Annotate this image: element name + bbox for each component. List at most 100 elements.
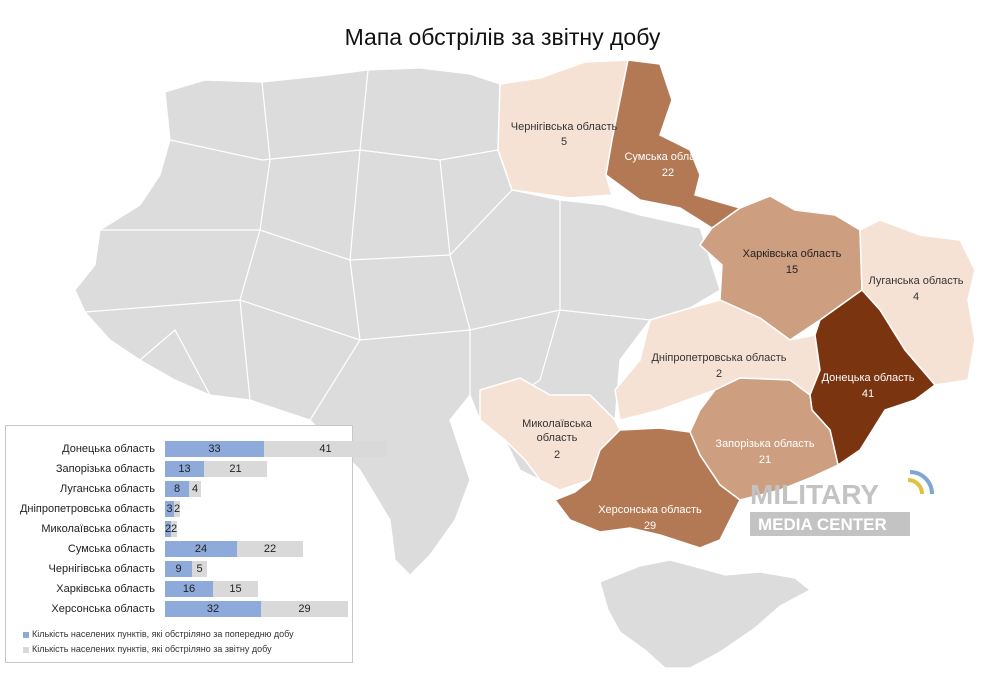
- map-label-value: 22: [662, 167, 674, 179]
- logo-line2: MEDIA CENTER: [758, 515, 887, 534]
- bar-row: Чернігівська область 9 5: [6, 560, 352, 578]
- map-label-name: Запорізька область: [715, 438, 814, 450]
- internal-borders: [84, 69, 651, 421]
- map-label-value: 5: [561, 136, 567, 148]
- map-label-mykolaiv: Миколаївська область 2: [522, 418, 593, 461]
- bar-cur: [213, 581, 258, 597]
- bar-prev: [165, 561, 192, 577]
- bar-prev: [165, 541, 237, 557]
- category-label: Харківська область: [56, 583, 155, 595]
- region-crimea: [599, 559, 812, 669]
- category-label: Сумська область: [67, 543, 155, 555]
- category-label: Чернігівська область: [48, 563, 155, 575]
- map-label-donetsk: Донецька область 41: [822, 372, 915, 400]
- bar-prev: [165, 481, 189, 497]
- data-label-prev: 33: [208, 443, 221, 455]
- legend-item-prev: Кількість населених пунктів, які обстріл…: [23, 628, 294, 640]
- bar-cur: [237, 541, 303, 557]
- map-label-name-line: область: [537, 432, 578, 444]
- map-label-value: 21: [759, 454, 771, 466]
- category-label: Херсонська область: [51, 603, 155, 615]
- map-label-dnipro: Дніпропетровська область 2: [651, 352, 786, 380]
- bar-cur: [264, 441, 387, 457]
- data-label-prev: 32: [206, 603, 220, 615]
- map-label-name-line: Миколаївська: [522, 418, 593, 430]
- data-label-prev: 24: [194, 543, 208, 555]
- map-label-value: 41: [862, 388, 874, 400]
- bar-cur: [189, 481, 201, 497]
- bar-cur: [261, 601, 348, 617]
- category-label: Миколаївська область: [41, 523, 155, 535]
- region-sumy[interactable]: [605, 59, 742, 229]
- bar-row: Миколаївська область 2 2: [6, 520, 352, 538]
- data-label-cur: 21: [229, 463, 242, 475]
- map-label-name: Херсонська область: [598, 504, 702, 516]
- map-label-value: 29: [644, 520, 656, 532]
- bar-prev: [165, 521, 171, 537]
- signal-arc-outer: [909, 470, 934, 495]
- map-title: Мапа обстрілів за звітну добу: [344, 24, 661, 50]
- map-label-name: Донецька область: [822, 372, 915, 384]
- map-label-value: 15: [786, 264, 798, 276]
- military-media-center-logo: MILITARY MEDIA CENTER: [750, 470, 934, 536]
- bar-row: Дніпропетровська область 3 2: [6, 500, 352, 518]
- category-label: Дніпропетровська область: [19, 503, 155, 515]
- map-label-name: Миколаївська область: [522, 418, 593, 444]
- bar-row: Запорізька область 13 21: [6, 460, 352, 478]
- map-label-value: 2: [716, 368, 722, 380]
- region-kharkiv[interactable]: [699, 195, 863, 341]
- bar-row: Харківська область 16 15: [6, 580, 352, 598]
- data-label-prev: 2: [165, 523, 172, 535]
- bar-cur: [174, 501, 180, 517]
- bar-row: Донецька область 33 41: [6, 440, 387, 458]
- bar-cur: [192, 561, 207, 577]
- data-label-cur: 22: [263, 543, 277, 555]
- data-label-prev: 8: [173, 483, 181, 495]
- map-label-luhansk: Луганська область 4: [869, 275, 964, 303]
- data-label-prev: 3: [166, 503, 173, 515]
- data-label-prev: 13: [178, 463, 191, 475]
- map-label-kherson: Херсонська область 29: [598, 504, 702, 532]
- data-label-cur: 2: [174, 503, 181, 515]
- map-label-value: 4: [913, 291, 919, 303]
- logo-banner: [750, 512, 910, 536]
- data-label-cur: 29: [298, 603, 311, 615]
- chart-panel: Донецька область 33 41 Запорізька область 13…: [5, 425, 387, 663]
- bar-prev: [165, 501, 174, 517]
- signal-arc-inner: [907, 478, 924, 495]
- data-label-prev: 9: [175, 563, 182, 575]
- bar-cur: [171, 521, 177, 537]
- bar-prev: [165, 461, 204, 477]
- bar-row: Луганська область 8 4: [6, 480, 352, 498]
- map-label-kharkiv: Харківська область 15: [743, 248, 842, 276]
- data-label-prev: 16: [182, 583, 196, 595]
- legend-swatch-cur: [23, 646, 29, 653]
- map-label-value: 2: [554, 449, 560, 461]
- logo-line1: MILITARY: [750, 479, 879, 510]
- map-label-name: Харківська область: [743, 248, 842, 260]
- region-kherson[interactable]: [553, 427, 741, 549]
- map-label-name: Дніпропетровська область: [651, 352, 786, 364]
- category-label: Луганська область: [60, 483, 155, 495]
- legend-item-cur: Кількість населених пунктів, які обстріл…: [23, 643, 272, 655]
- data-label-cur: 5: [196, 563, 203, 575]
- category-label: Донецька область: [62, 443, 155, 455]
- data-label-cur: 41: [319, 443, 332, 455]
- bar-row: Сумська область 24 22: [6, 540, 352, 558]
- map-label-name: Сумська область: [624, 151, 711, 163]
- bar-row: Херсонська область 32 29: [6, 600, 352, 618]
- bar-prev: [165, 581, 213, 597]
- category-label: Запорізька область: [55, 463, 155, 475]
- legend-swatch-prev: [23, 631, 29, 638]
- map-label-zaporizhzhia: Запорізька область 21: [715, 438, 814, 466]
- data-label-cur: 15: [229, 583, 242, 595]
- data-label-cur: 2: [171, 523, 178, 535]
- map-label-chernihiv: Чернігівська область 5: [511, 121, 618, 148]
- map-label-name: Луганська область: [869, 275, 964, 287]
- bar-cur: [204, 461, 267, 477]
- map-label-sumy: Сумська область 22: [624, 151, 711, 179]
- legend-label-prev: Кількість населених пунктів, які обстріл…: [32, 629, 294, 639]
- data-label-cur: 4: [191, 483, 199, 495]
- map-label-name: Чернігівська область: [511, 121, 618, 133]
